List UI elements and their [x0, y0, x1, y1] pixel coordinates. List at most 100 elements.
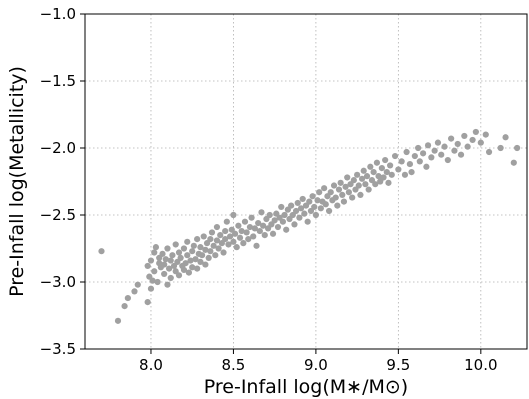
data-point: [172, 241, 179, 248]
data-point: [357, 191, 364, 198]
data-point: [299, 195, 306, 203]
data-point: [167, 274, 174, 282]
data-point: [187, 257, 194, 264]
data-point: [245, 236, 252, 243]
data-point: [177, 254, 184, 261]
data-point: [294, 199, 301, 207]
data-point: [207, 248, 214, 255]
data-point: [387, 162, 394, 169]
data-point: [149, 277, 156, 284]
data-point: [354, 171, 361, 178]
data-point: [189, 248, 196, 255]
data-point: [293, 207, 300, 215]
data-point: [197, 258, 204, 265]
y-tick-label: −1.5: [40, 72, 76, 90]
data-point: [197, 244, 204, 251]
data-point: [385, 179, 392, 186]
data-point: [208, 229, 216, 236]
data-point: [194, 265, 201, 272]
data-point: [311, 203, 318, 211]
data-point: [175, 272, 183, 279]
x-tick-label: 8.0: [139, 356, 163, 374]
data-point: [250, 233, 257, 240]
data-point: [388, 171, 395, 178]
data-point: [164, 245, 171, 252]
data-point: [423, 163, 430, 170]
data-point: [121, 303, 128, 310]
data-point: [274, 223, 282, 231]
data-point: [251, 225, 258, 232]
data-point: [485, 148, 493, 156]
data-point: [154, 278, 161, 286]
data-point: [164, 281, 171, 288]
data-point: [309, 193, 316, 200]
data-point: [213, 237, 221, 244]
grid-lines: [85, 13, 527, 350]
data-point: [144, 262, 151, 270]
data-point: [342, 183, 349, 190]
data-point: [238, 227, 245, 235]
data-point: [255, 219, 262, 227]
data-point: [241, 218, 249, 225]
data-point: [134, 281, 141, 288]
data-point: [464, 143, 471, 150]
data-point: [482, 131, 489, 138]
data-point: [220, 249, 227, 256]
data-point: [472, 128, 479, 136]
plot-frame: [84, 13, 528, 350]
data-point: [325, 207, 333, 215]
data-point: [161, 261, 168, 268]
x-axis-label: Pre-Infall log(M∗/M⊙): [204, 376, 408, 398]
data-point: [266, 211, 273, 219]
data-point: [167, 257, 174, 264]
data-point: [223, 218, 230, 225]
x-tick-label: 10.0: [464, 356, 497, 374]
data-point: [332, 194, 339, 201]
data-point: [231, 230, 239, 237]
data-point: [190, 242, 197, 249]
data-point: [365, 186, 372, 193]
data-point: [124, 294, 131, 302]
data-point: [391, 152, 399, 160]
data-point: [235, 222, 242, 229]
data-point: [222, 236, 229, 243]
data-point: [253, 242, 260, 249]
data-point: [256, 227, 263, 235]
data-point: [457, 151, 465, 158]
data-point: [260, 222, 267, 229]
data-point: [510, 159, 517, 166]
data-point: [281, 211, 288, 219]
data-point: [337, 179, 344, 186]
data-point: [378, 165, 385, 172]
y-tick-label: −2.0: [40, 139, 76, 157]
data-point: [227, 233, 234, 240]
data-point: [373, 159, 381, 166]
data-point: [236, 234, 244, 241]
data-point: [327, 189, 334, 196]
data-point: [350, 177, 357, 184]
data-point: [345, 189, 352, 196]
data-point: [380, 174, 387, 181]
data-point: [222, 227, 229, 235]
data-point: [279, 218, 287, 225]
data-point: [395, 166, 402, 173]
data-point: [230, 211, 237, 219]
data-point: [258, 209, 265, 216]
data-point: [131, 288, 138, 295]
data-point: [175, 249, 183, 256]
data-point: [444, 156, 451, 164]
data-point: [448, 135, 455, 142]
data-point: [335, 186, 343, 193]
axis-ticks: 8.0 8.5 9.0 9.5 10.0 −1.0 −1.5 −2.0 −2.5 −3.0 −3.5: [40, 5, 498, 374]
y-axis-label: Pre-Infall log(Metallicity): [6, 66, 28, 297]
data-point: [230, 238, 237, 245]
data-point: [202, 261, 209, 268]
data-point: [207, 236, 214, 243]
data-point: [189, 264, 196, 271]
data-point: [169, 252, 176, 259]
data-point: [363, 173, 371, 180]
data-point: [461, 132, 468, 140]
data-point: [469, 136, 476, 144]
